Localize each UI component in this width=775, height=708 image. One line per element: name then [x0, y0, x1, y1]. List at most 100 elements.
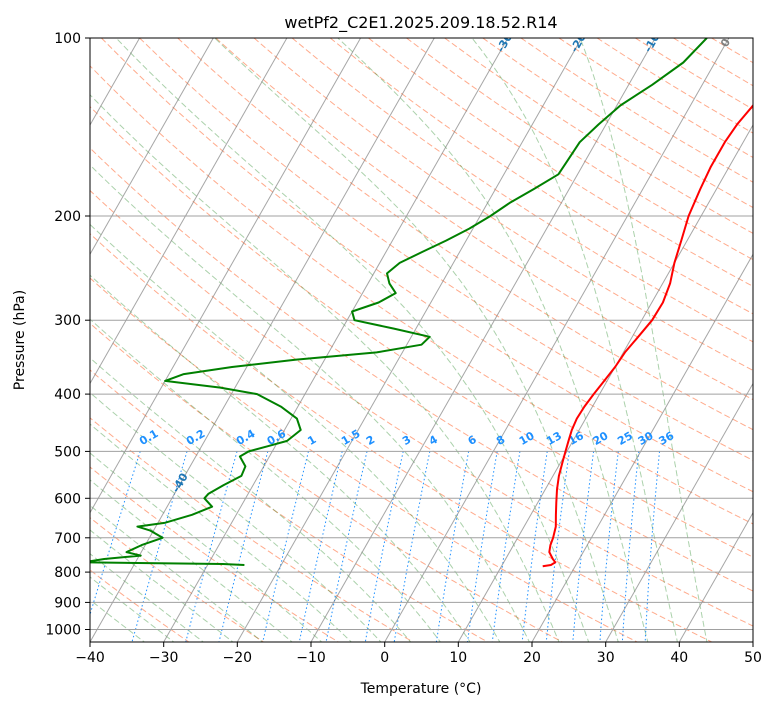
- isotherm: [90, 38, 362, 514]
- dry-adiabat: [90, 466, 340, 642]
- dry-adiabat: [520, 38, 753, 183]
- dry-adiabat: [673, 38, 753, 87]
- isotherm-label: -30: [494, 31, 515, 55]
- moist-adiabat: [90, 318, 442, 642]
- isotherm-label: 0: [718, 36, 733, 49]
- dry-adiabat: [90, 105, 753, 558]
- background-lines: [0, 38, 753, 642]
- dry-adiabat: [711, 38, 753, 64]
- mixing-ratio-line: [393, 451, 431, 642]
- x-tick-label: 20: [523, 650, 541, 666]
- isotherm: [90, 38, 214, 256]
- mixing-ratio-label: 13: [544, 429, 564, 448]
- dry-adiabat: [90, 233, 713, 642]
- moist-adiabat: [90, 529, 234, 642]
- mixing-ratio-line: [325, 451, 368, 642]
- dry-adiabat: [368, 38, 753, 287]
- isotherm: [457, 124, 753, 642]
- dry-adiabat: [90, 417, 414, 642]
- moist-adiabat: [90, 274, 471, 642]
- mixing-ratio-label: 2: [364, 433, 377, 448]
- moist-adiabat: [471, 38, 678, 642]
- mixing-ratio-line: [599, 451, 619, 642]
- y-tick-label: 900: [54, 595, 81, 611]
- mixing-ratio-line: [218, 451, 269, 642]
- profile-series: [90, 38, 753, 568]
- dewpoint-line: [90, 38, 708, 566]
- mixing-ratio-line: [644, 451, 660, 642]
- dry-adiabat: [215, 38, 753, 401]
- mixing-ratio-line: [491, 451, 521, 642]
- mixing-ratio-label: 0.2: [184, 427, 207, 448]
- mixing-ratio-line: [262, 451, 309, 642]
- isotherm-label: -50: [9, 623, 30, 647]
- y-tick-label: 400: [54, 387, 81, 403]
- mixing-ratio-line: [545, 451, 570, 642]
- x-tick-label: 30: [597, 650, 615, 666]
- plot-frame: [89, 37, 754, 643]
- isotherm-label: -40: [170, 471, 191, 495]
- x-tick-label: 0: [380, 650, 389, 666]
- moist-adiabat: [337, 38, 649, 642]
- y-tick-label: 1000: [45, 623, 81, 639]
- moist-adiabat: [214, 38, 619, 642]
- y-tick-label: 800: [54, 565, 81, 581]
- x-tick-label: 50: [744, 650, 762, 666]
- mixing-ratio-label: 1: [305, 433, 318, 448]
- dry-adiabat: [90, 277, 639, 642]
- isotherm: [90, 38, 288, 385]
- isotherm: [236, 38, 583, 642]
- isotherm: [605, 382, 753, 642]
- x-tick-label: −40: [75, 650, 105, 666]
- x-tick-label: −30: [149, 650, 179, 666]
- isotherm: [90, 38, 435, 642]
- chart-title: wetPf2_C2E1.2025.209.18.52.R14: [284, 13, 557, 33]
- y-tick-label: 700: [54, 531, 81, 547]
- x-tick-label: 40: [670, 650, 688, 666]
- y-tick-label: 100: [54, 31, 81, 47]
- axis-ticks: −40 −30 −20 −10 0 10 20 30 40 5010020030040050060…: [45, 31, 762, 666]
- isotherm: [310, 38, 656, 642]
- temperature-line: [542, 104, 753, 568]
- mixing-ratio-label: 25: [615, 429, 635, 448]
- dry-adiabat: [291, 38, 753, 343]
- y-axis-label: Pressure (hPa): [12, 290, 28, 390]
- moist-adiabat: [90, 392, 382, 642]
- y-tick-label: 200: [54, 209, 81, 225]
- moist-adiabat: [90, 423, 353, 642]
- mixing-ratio-label: 3: [400, 433, 413, 448]
- moist-adiabat: [90, 94, 560, 642]
- mixing-ratio-line: [435, 451, 470, 642]
- moist-adiabat: [90, 452, 323, 642]
- dry-adiabat: [482, 38, 753, 209]
- x-tick-label: −20: [223, 650, 253, 666]
- dry-adiabat: [90, 147, 753, 592]
- mixing-ratio-label: 6: [466, 433, 479, 448]
- moist-adiabat: [90, 164, 530, 642]
- mixing-ratio-line: [521, 451, 548, 642]
- mixing-ratio-line: [572, 451, 595, 642]
- dry-adiabat: [101, 38, 753, 493]
- isotherm: [0, 38, 66, 642]
- dry-adiabat: [177, 38, 753, 431]
- isotherm-label: -20: [568, 31, 589, 55]
- mixing-ratio-line: [364, 451, 404, 642]
- mixing-ratio-line: [298, 451, 343, 642]
- dry-adiabat: [90, 369, 489, 642]
- mixing-ratio-line: [466, 451, 498, 642]
- mixing-ratio-label: 1.5: [339, 427, 362, 448]
- isotherm: [752, 640, 753, 642]
- dry-adiabat: [90, 569, 190, 642]
- mixing-ratio-label: 0.4: [234, 427, 258, 448]
- dry-adiabat: [90, 189, 753, 627]
- mixing-ratio-label: 20: [591, 429, 611, 448]
- isotherm: [384, 38, 730, 642]
- dry-adiabat: [90, 65, 753, 525]
- x-tick-label: 10: [449, 650, 467, 666]
- isotherm-label: -10: [641, 31, 662, 55]
- y-tick-label: 500: [54, 444, 81, 460]
- mixing-ratio-line: [621, 451, 640, 642]
- dry-adiabat: [329, 38, 753, 315]
- x-tick-label: −10: [296, 650, 326, 666]
